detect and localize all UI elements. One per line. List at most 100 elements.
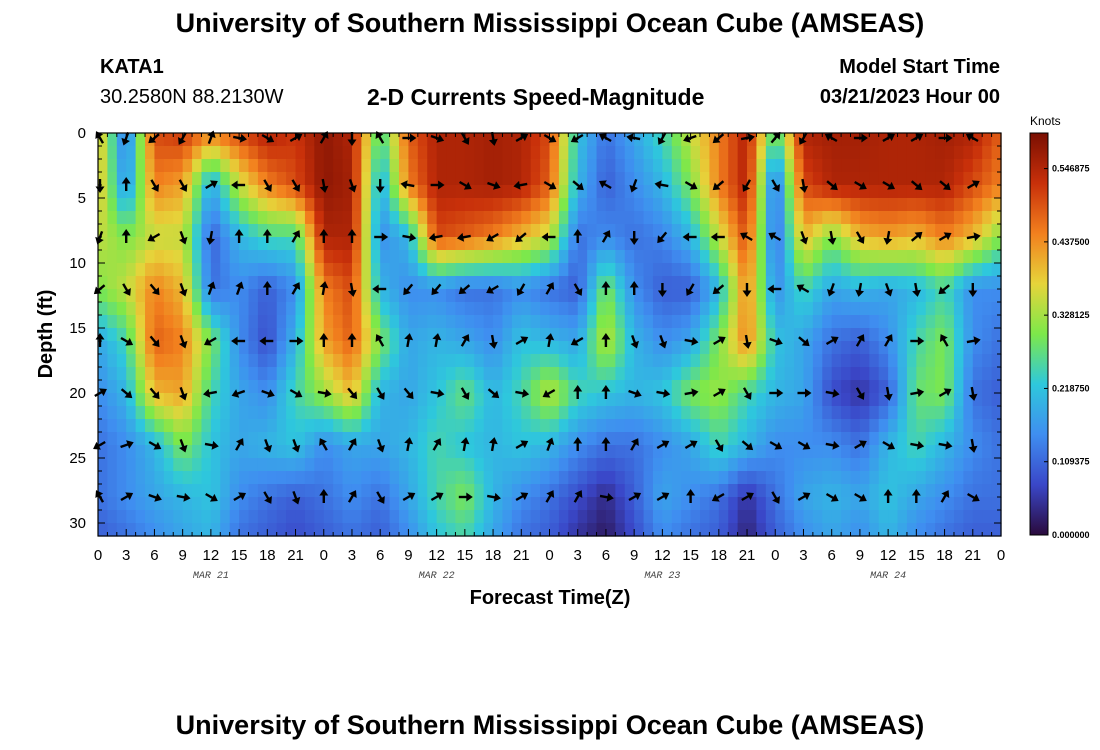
heatmap-cell xyxy=(483,445,494,459)
heatmap-cell xyxy=(869,484,880,498)
heatmap-cell xyxy=(784,419,795,433)
heatmap-cell xyxy=(700,458,711,472)
heatmap-cell xyxy=(182,211,193,225)
heatmap-cell xyxy=(248,224,259,238)
heatmap-cell xyxy=(718,406,729,420)
heatmap-cell xyxy=(568,497,579,511)
heatmap-cell xyxy=(333,458,344,472)
heatmap-cell xyxy=(963,354,974,368)
heatmap-cell xyxy=(944,185,955,199)
current-arrow xyxy=(601,281,611,295)
heatmap-cell xyxy=(239,393,250,407)
heatmap-cell xyxy=(464,250,475,264)
heatmap-cell xyxy=(747,419,758,433)
heatmap-cell xyxy=(286,380,297,394)
heatmap-cell xyxy=(972,198,983,212)
heatmap-cell xyxy=(408,341,419,355)
heatmap-cell xyxy=(991,354,1002,368)
heatmap-cell xyxy=(239,497,250,511)
heatmap-cell xyxy=(323,367,334,381)
heatmap-cell xyxy=(436,263,447,277)
heatmap-cell xyxy=(107,341,118,355)
heatmap-cell xyxy=(116,393,127,407)
heatmap-cell xyxy=(493,341,504,355)
heatmap-cell xyxy=(239,211,250,225)
heatmap-cell xyxy=(718,419,729,433)
heatmap-cell xyxy=(953,341,964,355)
heatmap-cell xyxy=(803,224,814,238)
heatmap-cell xyxy=(935,224,946,238)
heatmap-cell xyxy=(634,289,645,303)
heatmap-cell xyxy=(577,497,588,511)
heatmap-cell xyxy=(634,146,645,160)
heatmap-cell xyxy=(906,445,917,459)
heatmap-cell xyxy=(888,185,899,199)
heatmap-cell xyxy=(624,211,635,225)
heatmap-cell xyxy=(634,315,645,329)
heatmap-cell xyxy=(831,341,842,355)
heatmap-cell xyxy=(775,523,786,537)
heatmap-cell xyxy=(483,159,494,173)
heatmap-cell xyxy=(944,393,955,407)
heatmap-cell xyxy=(389,302,400,316)
heatmap-cell xyxy=(163,458,174,472)
heatmap-cell xyxy=(775,458,786,472)
heatmap-cell xyxy=(850,445,861,459)
heatmap-cell xyxy=(314,185,325,199)
heatmap-cell xyxy=(906,224,917,238)
heatmap-cell xyxy=(342,172,353,186)
heatmap-cell xyxy=(558,406,569,420)
heatmap-cell xyxy=(248,341,259,355)
heatmap-cell xyxy=(709,224,720,238)
heatmap-cell xyxy=(916,185,927,199)
heatmap-cell xyxy=(455,159,466,173)
current-arrow xyxy=(768,232,782,242)
heatmap-cell xyxy=(286,198,297,212)
heatmap-cell xyxy=(624,198,635,212)
heatmap-cell xyxy=(342,289,353,303)
x-tick-label: 18 xyxy=(936,547,953,564)
heatmap-cell xyxy=(126,250,137,264)
heatmap-cell xyxy=(351,341,362,355)
heatmap-cell xyxy=(145,393,156,407)
current-arrow xyxy=(712,284,725,295)
heatmap-cell xyxy=(709,523,720,537)
heatmap-cell xyxy=(436,172,447,186)
heatmap-cell xyxy=(446,458,457,472)
heatmap-cell xyxy=(972,211,983,225)
heatmap-cell xyxy=(389,367,400,381)
heatmap-cell xyxy=(775,263,786,277)
heatmap-cell xyxy=(399,367,410,381)
heatmap-cell xyxy=(304,510,315,524)
heatmap-cell xyxy=(850,302,861,316)
heatmap-cell xyxy=(323,146,334,160)
heatmap-cell xyxy=(859,484,870,498)
x-tick-label: 18 xyxy=(710,547,727,564)
heatmap-cell xyxy=(361,276,372,290)
heatmap-cell xyxy=(671,289,682,303)
heatmap-cell xyxy=(906,315,917,329)
heatmap-cell xyxy=(530,224,541,238)
heatmap-cell xyxy=(502,263,513,277)
heatmap-cell xyxy=(944,406,955,420)
current-arrow xyxy=(458,284,471,295)
heatmap-cell xyxy=(765,380,776,394)
heatmap-cell xyxy=(427,263,438,277)
current-arrow xyxy=(148,440,162,450)
heatmap-cell xyxy=(605,146,616,160)
heatmap-cell xyxy=(342,432,353,446)
heatmap-cell xyxy=(803,341,814,355)
heatmap-cell xyxy=(700,133,711,147)
heatmap-cell xyxy=(540,445,551,459)
heatmap-cell xyxy=(474,354,485,368)
heatmap-cell xyxy=(464,133,475,147)
heatmap-cell xyxy=(351,393,362,407)
heatmap-cell xyxy=(154,510,165,524)
heatmap-cell xyxy=(540,497,551,511)
heatmap-cell xyxy=(596,211,607,225)
heatmap-cell xyxy=(427,419,438,433)
heatmap-cell xyxy=(991,458,1002,472)
heatmap-cell xyxy=(192,315,203,329)
heatmap-cell xyxy=(248,146,259,160)
heatmap-cell xyxy=(521,146,532,160)
